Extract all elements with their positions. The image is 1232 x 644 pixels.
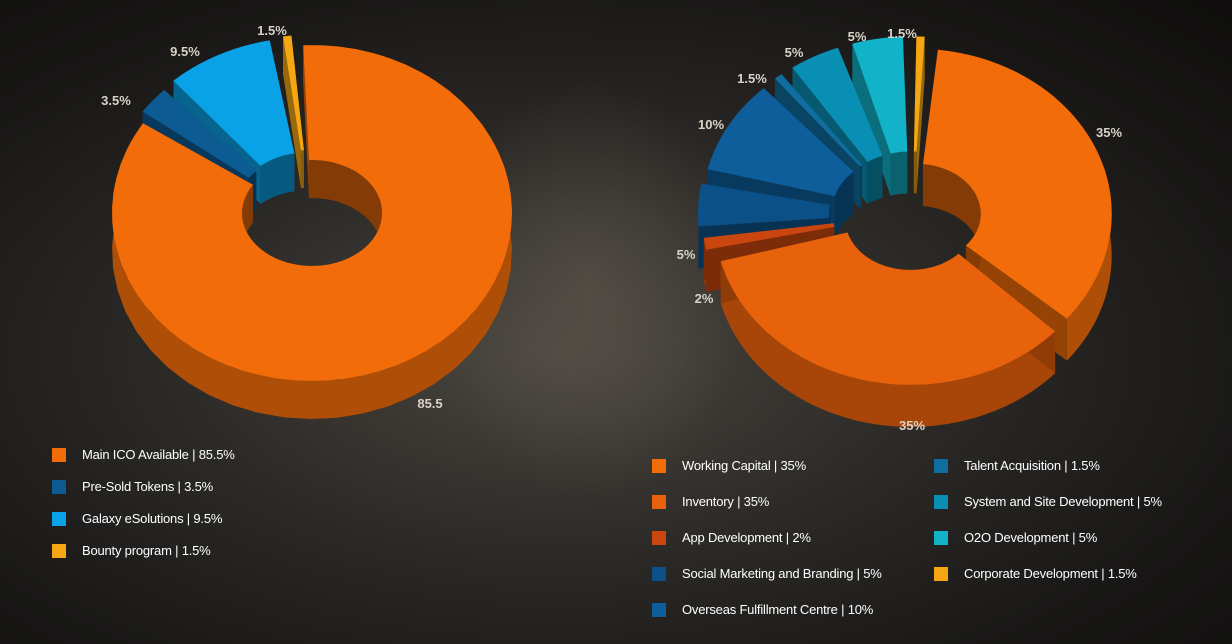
chart-1-data-label-main-ico-available: 85.5 [417, 396, 442, 411]
chart-1-slice-side-main-ico-available-cut-0 [303, 45, 309, 199]
legend-label: Corporate Development | 1.5% [964, 566, 1137, 581]
legend-label: Main ICO Available | 85.5% [82, 447, 235, 462]
legend-label: Talent Acquisition | 1.5% [964, 458, 1100, 473]
chart-2-data-label-corporate-development: 1.5% [887, 26, 917, 41]
chart-2-slice-side-corporate-development-inner [913, 151, 917, 194]
legend-label: Pre-Sold Tokens | 3.5% [82, 479, 213, 494]
chart-2-slice-system-and-site-development [792, 47, 883, 162]
legend-label: Working Capital | 35% [682, 458, 806, 473]
legend-swatch [652, 566, 666, 581]
chart-2-data-label-talent-acquisition: 1.5% [737, 71, 767, 86]
chart-2-data-label-o2o-development: 5% [848, 29, 867, 44]
chart-2-slice-inventory [720, 232, 1056, 385]
chart-2-data-label-app-development: 2% [695, 291, 714, 306]
legend-label: Overseas Fulfillment Centre | 10% [682, 602, 874, 617]
chart-2-slice-side-system-and-site-development-inner [867, 155, 883, 204]
chart-2-slice-side-o2o-development-inner [890, 151, 908, 196]
chart-1-data-label-pre-sold-tokens: 3.5% [101, 93, 131, 108]
chart-2-data-label-system-and-site-development: 5% [785, 45, 804, 60]
legend-swatch [652, 494, 666, 509]
chart-2-slice-side-corporate-development-cut-1 [916, 36, 925, 194]
chart-2-data-label-inventory: 35% [899, 418, 925, 433]
chart-2-slice-overseas-fulfillment-centre [707, 88, 854, 197]
chart-2-slice-side-inventory [720, 261, 1056, 427]
legend-swatch [934, 494, 948, 509]
chart-2-slice-talent-acquisition [775, 74, 862, 167]
legend-label: O2O Development | 5% [964, 530, 1098, 545]
legend-label: Social Marketing and Branding | 5% [682, 566, 882, 581]
legend-swatch [652, 602, 666, 617]
chart-1-token-distribution: 85.5 3.5% 9.5% 1.5% [101, 23, 512, 419]
chart-1-slice-pre-sold-tokens [142, 90, 257, 178]
chart-1-data-label-bounty-program: 1.5% [257, 23, 287, 38]
chart-2-slice-side-overseas-fulfillment-centre-inner [835, 171, 854, 239]
legend-item-system-and-site-development: System and Site Development | 5% [934, 494, 1162, 509]
chart-1-slice-main-ico-available [112, 45, 512, 381]
legend-item-inventory: Inventory | 35% [652, 494, 769, 509]
legend-label: System and Site Development | 5% [964, 494, 1162, 509]
legend-swatch [52, 479, 66, 494]
chart-1-slice-side-bounty-program-cut-0 [283, 36, 301, 189]
chart-2-slice-social-marketing-and-branding [698, 183, 831, 227]
legend-item-social-marketing-and-branding: Social Marketing and Branding | 5% [652, 566, 882, 581]
legend-item-bounty-program: Bounty program | 1.5% [52, 543, 211, 558]
legend-item-app-development: App Development | 2% [652, 530, 811, 545]
chart-2-slice-corporate-development [913, 36, 925, 152]
chart-2-slice-o2o-development [852, 36, 908, 154]
legend-item-main-ico-available: Main ICO Available | 85.5% [52, 447, 235, 462]
chart-2-data-label-overseas-fulfillment-centre: 10% [698, 117, 724, 132]
legend-swatch [934, 566, 948, 581]
chart-1-slice-galaxy-esolutions [173, 40, 295, 167]
legend-item-o2o-development: O2O Development | 5% [934, 530, 1097, 545]
chart-1-slice-side-galaxy-esolutions-inner [260, 153, 295, 205]
chart-1-data-label-galaxy-esolutions: 9.5% [170, 44, 200, 59]
legend-swatch [934, 530, 948, 545]
chart-2-data-label-social-marketing-and-branding: 5% [677, 247, 696, 262]
legend-swatch [652, 458, 666, 473]
chart-2-slice-side-working-capital-inner [923, 164, 981, 288]
legend-item-talent-acquisition: Talent Acquisition | 1.5% [934, 458, 1100, 473]
chart-2-fund-allocation: 35% 35% 2% 5% 10% 1.5% 5% 5% 1.5% [677, 26, 1123, 433]
legend-item-corporate-development: Corporate Development | 1.5% [934, 566, 1137, 581]
chart-1-slice-side-bounty-program-inner [301, 150, 304, 189]
legend-swatch [652, 530, 666, 545]
chart-2-slice-side-talent-acquisition-inner [859, 165, 862, 209]
legend-swatch [52, 543, 66, 558]
chart-2-data-label-working-capital: 35% [1096, 125, 1122, 140]
legend-label: App Development | 2% [682, 530, 811, 545]
legend-swatch [52, 511, 66, 526]
chart-1-slice-bounty-program [283, 35, 304, 151]
legend-label: Bounty program | 1.5% [82, 543, 211, 558]
chart-2-slice-working-capital [923, 49, 1112, 319]
legend-swatch [934, 458, 948, 473]
legend-swatch [52, 447, 66, 462]
legend-label: Galaxy eSolutions | 9.5% [82, 511, 223, 526]
legend-item-overseas-fulfillment-centre: Overseas Fulfillment Centre | 10% [652, 602, 873, 617]
legend-item-working-capital: Working Capital | 35% [652, 458, 806, 473]
legend-label: Inventory | 35% [682, 494, 770, 509]
legend-item-galaxy-esolutions: Galaxy eSolutions | 9.5% [52, 511, 222, 526]
legend-item-pre-sold-tokens: Pre-Sold Tokens | 3.5% [52, 479, 213, 494]
chart-2-slice-app-development [703, 223, 835, 250]
